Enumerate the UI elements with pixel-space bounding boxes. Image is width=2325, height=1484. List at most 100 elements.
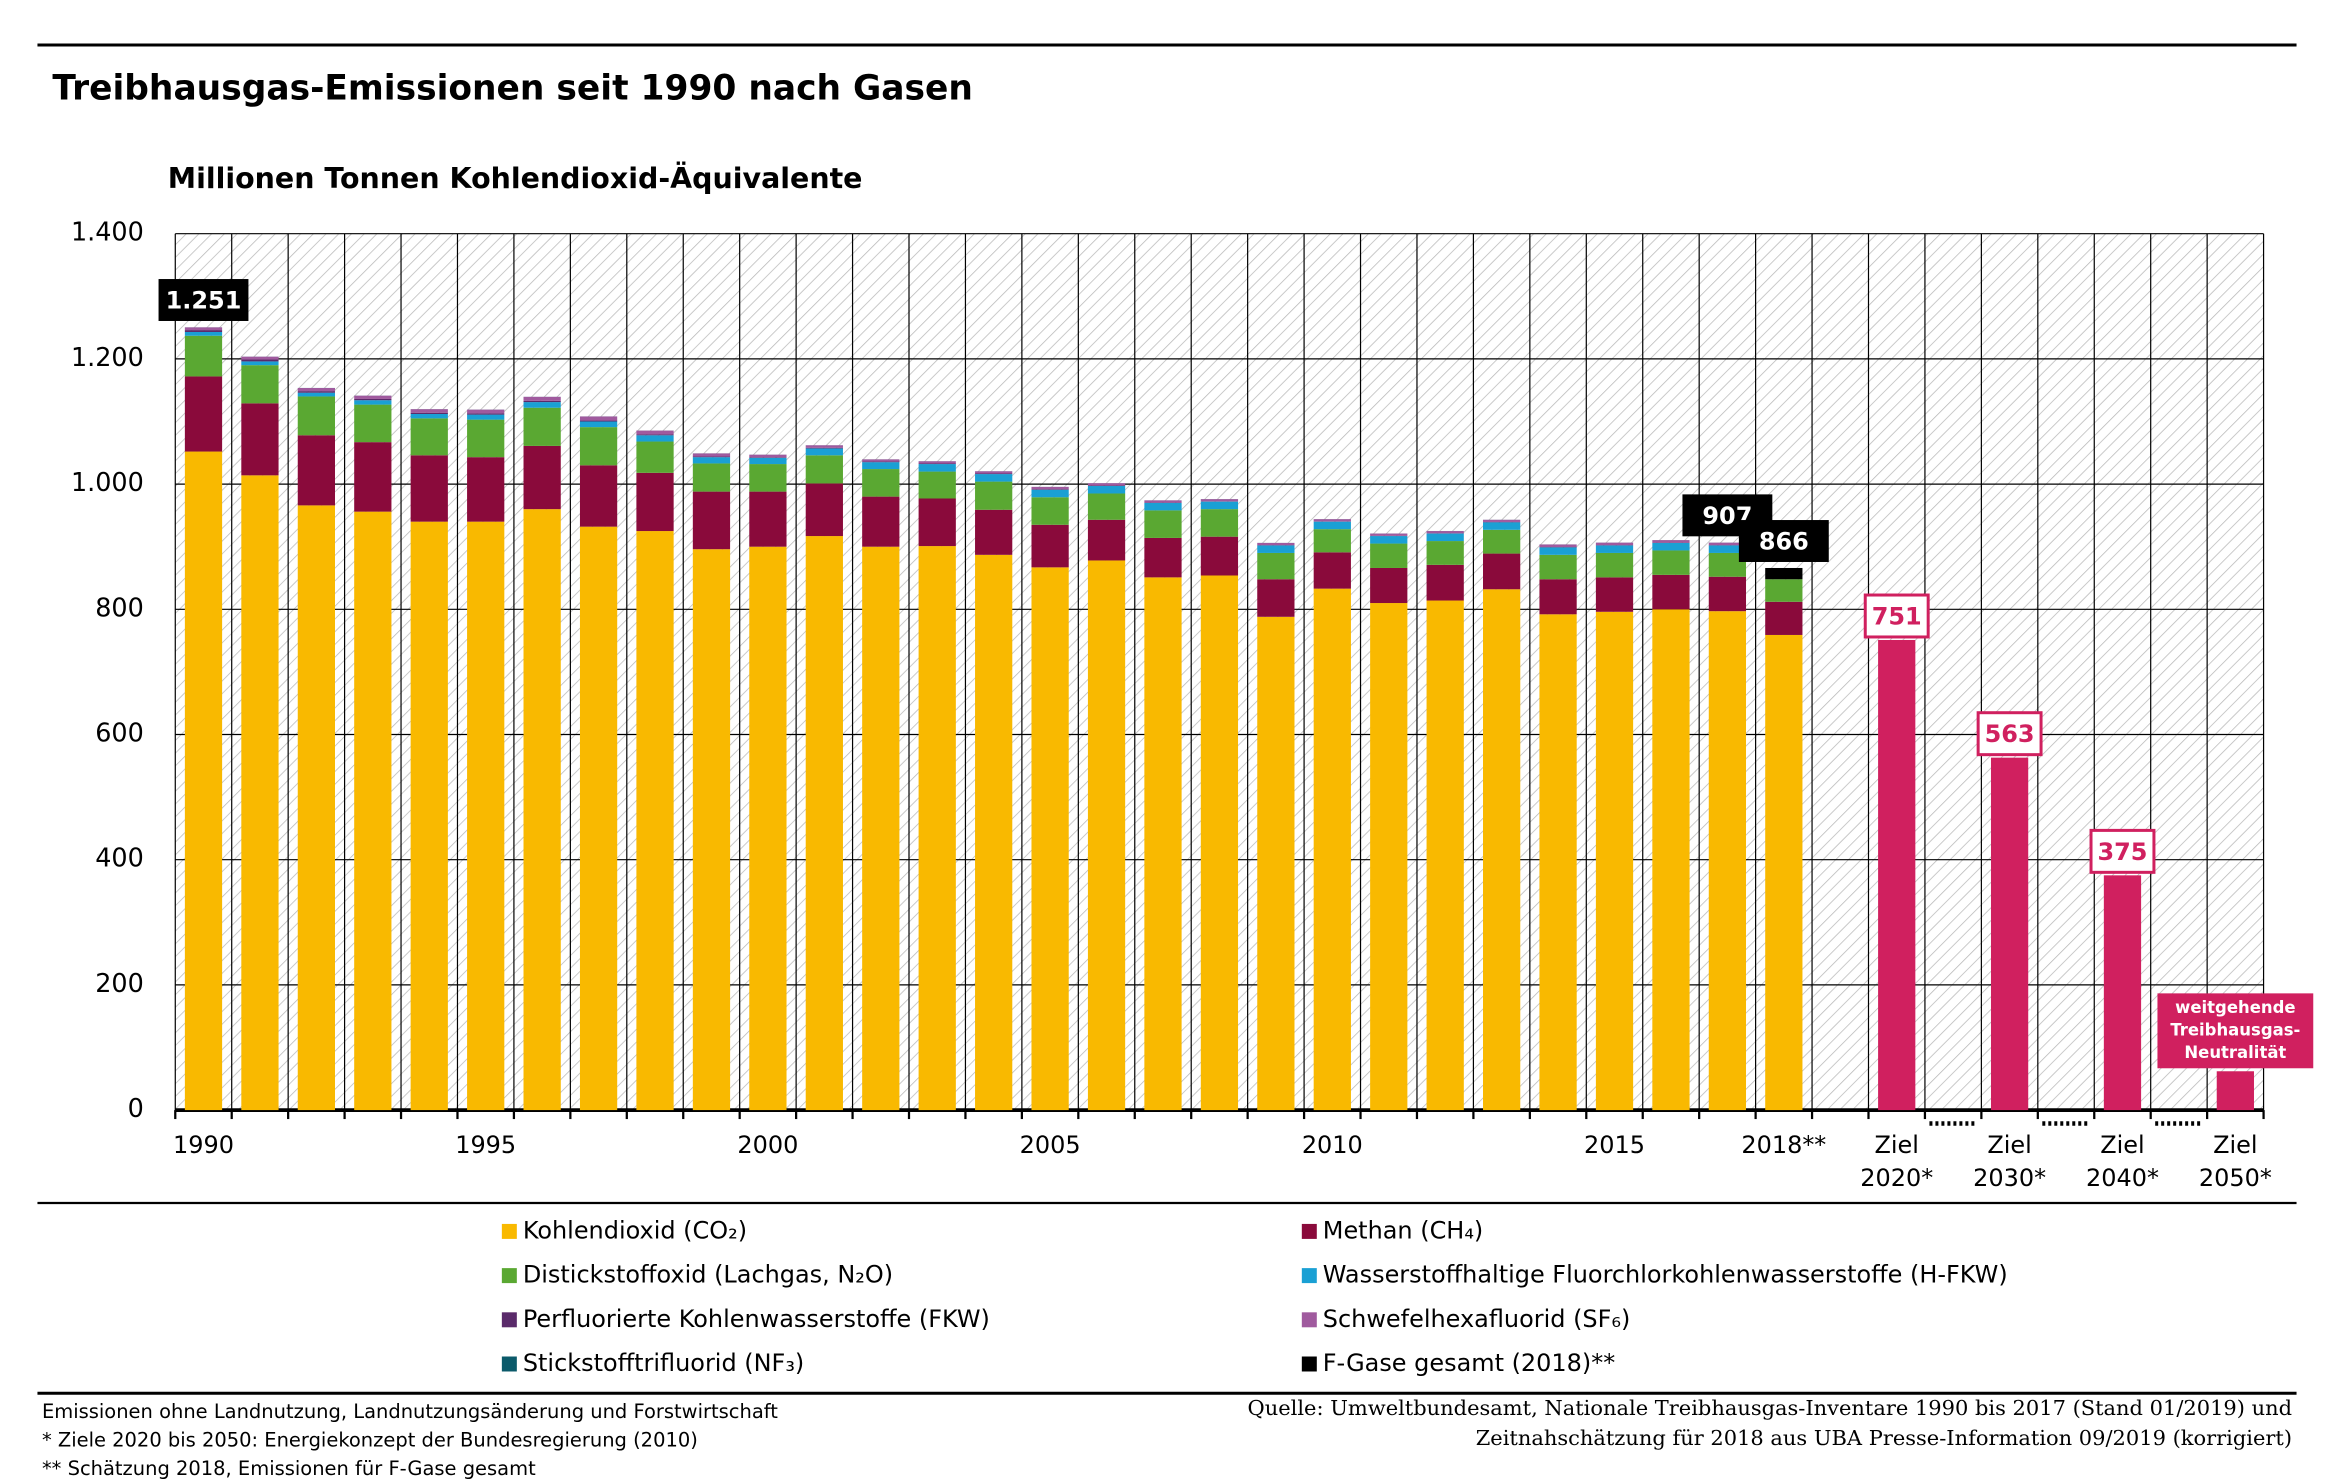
bar-segment — [805, 448, 843, 456]
bar-segment — [636, 430, 674, 435]
bar-segment — [1765, 601, 1803, 635]
y-tick-label: 600 — [95, 718, 144, 748]
bar-segment — [692, 549, 731, 1111]
bar-segment — [1652, 574, 1690, 610]
bar-segment — [749, 464, 787, 492]
bar-segment — [1313, 529, 1351, 553]
bar-segment — [1426, 533, 1464, 542]
bar-segment — [1652, 609, 1690, 1111]
legend-label: Kohlendioxid (CO₂) — [523, 1216, 747, 1244]
bar-segment — [692, 453, 731, 457]
bar-segment — [354, 400, 392, 405]
bar-segment — [1144, 537, 1182, 578]
bar-segment — [184, 330, 223, 332]
bar-segment — [1313, 519, 1351, 522]
bar-segment — [1483, 519, 1521, 522]
bar-segment — [1539, 554, 1577, 580]
legend-swatch — [1301, 1268, 1317, 1284]
bar-segment — [579, 526, 618, 1111]
y-tick-label: 400 — [95, 844, 144, 874]
bar-segment — [1257, 545, 1295, 553]
total-label: 1.251 — [166, 287, 242, 315]
bar-segment — [467, 521, 505, 1111]
bar-segment — [1595, 552, 1634, 578]
bar-segment — [862, 461, 900, 463]
bar-segment — [1257, 616, 1295, 1111]
y-axis-label: Millionen Tonnen Kohlendioxid-Äquivalent… — [168, 161, 863, 195]
footnote: ** Schätzung 2018, Emissionen für F-Gase… — [42, 1457, 536, 1480]
bar-segment — [636, 441, 674, 473]
y-tick-label: 1.000 — [71, 468, 144, 498]
bar-segment — [862, 496, 900, 547]
bar-segment — [1313, 521, 1351, 530]
source: Quelle: Umweltbundesamt, Nationale Treib… — [1248, 1396, 2292, 1420]
bar-segment — [1539, 614, 1577, 1111]
legend-label: Methan (CH₄) — [1323, 1216, 1483, 1244]
bar-segment — [636, 434, 674, 436]
bar-segment — [579, 421, 618, 428]
bar-segment — [354, 404, 392, 443]
bar-segment — [692, 457, 731, 464]
x-tick-label: 2000 — [737, 1131, 798, 1159]
bar-segment — [354, 395, 392, 399]
bar-segment — [1144, 500, 1182, 503]
bar-segment — [1031, 567, 1069, 1111]
bar-segment — [1031, 524, 1069, 568]
bar-segment — [523, 509, 561, 1111]
bar-segment — [1087, 519, 1126, 561]
bar-segment — [410, 455, 448, 522]
bar-segment — [184, 327, 223, 331]
bar-segment — [1539, 547, 1577, 555]
bar-segment — [1087, 560, 1126, 1111]
bar-segment — [692, 491, 731, 550]
bar-segment — [467, 414, 505, 420]
bar-segment — [1031, 497, 1069, 525]
bar-segment — [1257, 542, 1295, 546]
target-bar — [1990, 757, 2029, 1111]
bar-segment — [805, 455, 843, 484]
bar-segment — [1087, 493, 1126, 520]
bar-segment — [1539, 544, 1577, 548]
bar-segment — [1483, 522, 1521, 530]
x-tick-label: 2018** — [1741, 1131, 1826, 1159]
x-tick-label: 1995 — [455, 1131, 516, 1159]
total-label: 866 — [1759, 528, 1809, 556]
bar-segment — [975, 554, 1013, 1111]
bar-segment — [636, 435, 674, 442]
bar-segment — [692, 463, 731, 492]
target-label: 751 — [1872, 602, 1922, 630]
bar-segment — [749, 491, 787, 547]
x-tick-label: Ziel 2050* — [2199, 1131, 2272, 1192]
bar-segment — [636, 472, 674, 532]
bar-segment — [1539, 579, 1577, 615]
target-note-box — [2157, 993, 2314, 1069]
target-box — [2089, 828, 2156, 874]
bar-segment — [467, 457, 505, 522]
bar-segment — [1200, 536, 1239, 576]
bar-segment — [354, 442, 392, 512]
bar-segment — [297, 391, 336, 393]
bar-segment — [1200, 501, 1239, 510]
bar-segment — [410, 418, 448, 456]
bar-segment — [184, 376, 223, 452]
bar-segment — [918, 464, 956, 472]
bar-segment — [918, 546, 956, 1111]
bar-segment — [692, 456, 731, 458]
bar-segment — [297, 435, 336, 506]
bar-segment — [918, 461, 956, 464]
bar-segment — [354, 511, 392, 1111]
bar-segment — [467, 419, 505, 458]
bar-segment — [523, 396, 561, 401]
bar-segment — [241, 403, 279, 476]
bar-segment — [1370, 567, 1408, 604]
bar-segment — [241, 475, 279, 1111]
bar-segment — [1483, 529, 1521, 554]
bar-segment — [241, 365, 279, 404]
target-bar — [2216, 1071, 2254, 1111]
legend-swatch — [1301, 1223, 1317, 1239]
bar-segment — [1708, 552, 1747, 577]
bar-segment — [975, 471, 1013, 474]
legend-label: Wasserstoffhaltige Fluorchlorkohlenwasse… — [1323, 1261, 2008, 1289]
y-tick-label: 800 — [95, 593, 144, 623]
bar-segment — [1144, 577, 1182, 1111]
